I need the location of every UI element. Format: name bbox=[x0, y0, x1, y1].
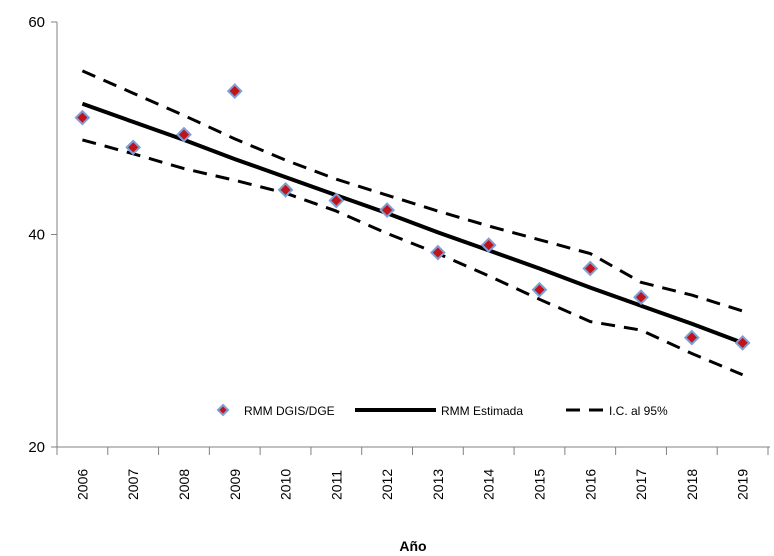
legend-label-scatter: RMM DGIS/DGE bbox=[244, 404, 335, 418]
x-tick-label: 2016 bbox=[582, 469, 598, 500]
data-point-2010 bbox=[277, 181, 294, 198]
estimated-line-1 bbox=[81, 101, 744, 345]
data-point-2014 bbox=[480, 237, 497, 254]
data-point-2013 bbox=[429, 244, 446, 261]
x-axis-title: Año bbox=[399, 538, 426, 554]
data-point-2016 bbox=[582, 260, 599, 277]
legend-marker-scatter bbox=[216, 403, 230, 417]
x-tick-label: 2017 bbox=[633, 469, 649, 500]
data-point-2008 bbox=[176, 126, 192, 143]
data-point-2012 bbox=[379, 202, 396, 218]
series-layer bbox=[74, 69, 751, 377]
y-tick-label: 60 bbox=[28, 14, 45, 31]
x-tick-label: 2018 bbox=[684, 469, 700, 500]
x-tick-label: 2011 bbox=[328, 470, 344, 500]
x-axis: 2006 2007 2008 2009 2010 2011 2012 2013 2014 2015… bbox=[56, 446, 770, 500]
y-tick-label: 20 bbox=[28, 439, 45, 456]
legend-label-estimated: RMM Estimada bbox=[441, 404, 523, 418]
ci-line-3 bbox=[82, 138, 744, 377]
x-tick-label: 2010 bbox=[278, 469, 294, 500]
data-point-2006 bbox=[74, 109, 91, 126]
x-tick-label: 2014 bbox=[481, 469, 497, 500]
x-tick-label: 2012 bbox=[379, 469, 395, 500]
data-point-2018 bbox=[683, 329, 700, 346]
x-tick-label: 2015 bbox=[531, 469, 547, 500]
x-tick-label: 2009 bbox=[227, 469, 243, 500]
y-axis: 20 40 60 bbox=[28, 14, 58, 456]
data-point-2019 bbox=[734, 334, 751, 351]
x-tick-label: 2007 bbox=[125, 469, 141, 500]
y-tick-label: 40 bbox=[28, 227, 45, 244]
x-tick-label: 2013 bbox=[430, 469, 446, 500]
data-point-2009 bbox=[226, 83, 243, 99]
legend: RMM DGIS/DGE RMM Estimada I.C. al 95% bbox=[216, 403, 668, 418]
data-point-2017 bbox=[633, 289, 649, 306]
x-tick-label: 2006 bbox=[74, 469, 90, 500]
data-point-2007 bbox=[125, 139, 142, 156]
legend-label-ci: I.C. al 95% bbox=[609, 404, 668, 418]
x-tick-label: 2019 bbox=[735, 469, 751, 500]
x-tick-label: 2008 bbox=[176, 469, 192, 500]
ci-line-2 bbox=[81, 69, 744, 313]
data-point-2011 bbox=[328, 192, 345, 209]
data-point-2015 bbox=[531, 281, 548, 298]
